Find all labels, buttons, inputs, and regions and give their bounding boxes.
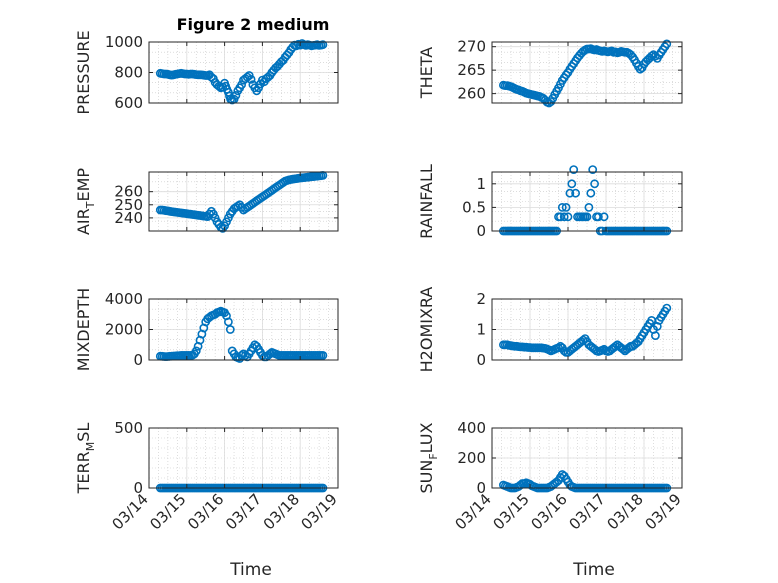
y-tick-label: 270 [457, 38, 486, 56]
y-tick-label: 265 [457, 61, 486, 79]
data-point [231, 91, 241, 100]
x-tick-label: 03/15 [146, 490, 189, 533]
subplot-mixdepth: 0 2000 4000 MIXDEPTH [74, 288, 339, 371]
data-point [662, 39, 672, 49]
y-tick-label: 1 [476, 321, 486, 339]
y-tick-label: 800 [114, 64, 143, 82]
axes-frame [148, 427, 339, 489]
data-point [618, 344, 628, 354]
y-tick-label: 400 [457, 419, 486, 437]
y-axis-label: RAINFALL [417, 164, 436, 239]
y-tick-label: 260 [457, 85, 486, 103]
subplot-sun-flux: 0 200 400 SUNFLUX 03/1403/1503/1603/1703/180… [417, 419, 685, 533]
subplot-rainfall: 0 0.5 1 RAINFALL [417, 164, 683, 240]
subplot-terr-msl: 0 500 TERRMSL 03/1403/1503/1603/1703/1803/1… [74, 419, 341, 533]
data-point [611, 341, 620, 351]
y-tick-label: 0.5 [462, 198, 486, 216]
data-point [567, 179, 577, 189]
x-axis-label-right: Time [572, 560, 615, 580]
axes-frame [491, 171, 683, 232]
subplot-theta: 260 265 270 THETA [417, 38, 683, 108]
data-point [557, 202, 567, 212]
x-tick-label: 03/18 [260, 490, 303, 533]
y-axis-label: H2OMIXRA [417, 287, 436, 373]
x-tick-label: 03/19 [298, 490, 341, 533]
y-tick-label: 240 [114, 209, 143, 227]
y-axis-label: MIXDEPTH [74, 288, 93, 371]
y-tick-label: 250 [114, 196, 143, 214]
data-point [588, 165, 598, 174]
y-axis-label: AIRTEMP [74, 168, 97, 235]
data-point [559, 212, 569, 222]
data-point [565, 188, 575, 198]
y-tick-label: 0 [476, 351, 486, 369]
x-tick-label: 03/18 [604, 490, 647, 533]
axes-frame [148, 171, 339, 232]
data-point [237, 80, 246, 90]
x-tick-label: 03/17 [222, 490, 265, 533]
x-tick-label: 03/16 [184, 490, 227, 533]
y-tick-label: 0 [133, 351, 143, 369]
axes-frame [491, 41, 683, 104]
data-point [582, 212, 592, 222]
y-tick-label: 4000 [105, 290, 143, 308]
x-tick-label: 03/16 [528, 490, 571, 533]
data-point [662, 303, 672, 313]
y-axis-label: THETA [417, 47, 436, 99]
y-tick-label: 260 [114, 183, 143, 201]
data-point [586, 188, 596, 198]
y-axis-label: PRESSURE [74, 30, 93, 114]
data-point [563, 212, 573, 222]
data-point [651, 331, 660, 340]
subplot-pressure: 600 800 1000 PRESSURE [74, 30, 339, 115]
y-tick-label: 2 [476, 290, 486, 308]
subplot-h2omixra: 0 1 2 H2OMIXRA [417, 287, 683, 373]
x-axis-label-left: Time [229, 560, 272, 580]
data-point [594, 212, 603, 222]
y-axis-label: SUNFLUX [417, 422, 440, 493]
x-tick-label: 03/19 [642, 490, 685, 533]
data-point [561, 202, 571, 212]
y-tick-label: 600 [114, 94, 143, 112]
data-point [225, 325, 235, 334]
data-point [569, 165, 579, 174]
data-point [599, 212, 609, 222]
data-point [318, 40, 328, 50]
y-tick-label: 500 [114, 419, 143, 437]
y-axis-label: TERRMSL [74, 423, 97, 495]
data-point [191, 346, 201, 356]
x-tick-label: 03/17 [566, 490, 609, 533]
y-tick-label: 2000 [105, 321, 143, 339]
y-tick-label: 0 [476, 222, 486, 240]
x-tick-label: 03/14 [109, 490, 152, 533]
y-tick-label: 1 [476, 175, 486, 193]
data-point [318, 350, 328, 360]
data-point [223, 317, 233, 327]
figure-title: Figure 2 medium [177, 15, 330, 34]
data-point [590, 179, 599, 189]
y-tick-label: 1000 [105, 33, 143, 51]
x-tick-label: 03/14 [452, 490, 495, 533]
y-tick-label: 0 [133, 479, 143, 497]
x-tick-label: 03/15 [490, 490, 533, 533]
data-point [584, 202, 594, 212]
data-point [571, 188, 580, 198]
data-point [246, 75, 256, 84]
y-tick-label: 200 [457, 449, 486, 467]
y-tick-label: 0 [476, 479, 486, 497]
